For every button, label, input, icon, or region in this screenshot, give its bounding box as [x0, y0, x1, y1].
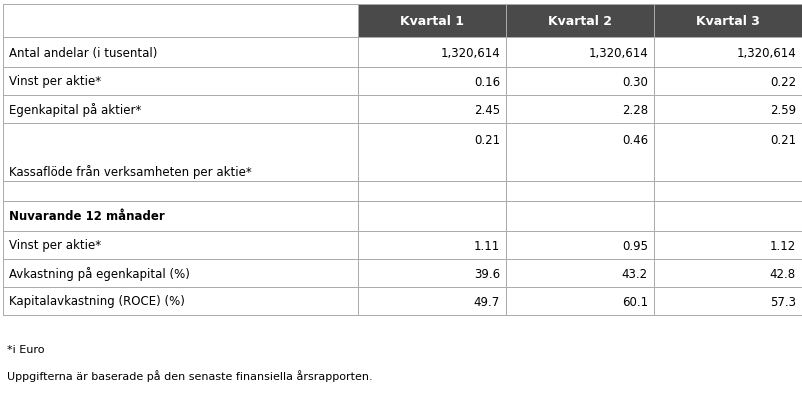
- Text: Egenkapital på aktier*: Egenkapital på aktier*: [9, 103, 141, 117]
- Bar: [654, 231, 802, 259]
- Text: Kvartal 3: Kvartal 3: [696, 15, 760, 28]
- Bar: [506, 287, 654, 315]
- Bar: [506, 68, 654, 96]
- Text: 0.46: 0.46: [622, 133, 648, 146]
- Text: Kapitalavkastning (ROCE) (%): Kapitalavkastning (ROCE) (%): [9, 295, 185, 308]
- Bar: [506, 259, 654, 287]
- Bar: [358, 259, 506, 287]
- Bar: [3, 259, 358, 287]
- Bar: [3, 5, 358, 38]
- Bar: [358, 181, 506, 202]
- Text: 2.28: 2.28: [622, 103, 648, 116]
- Bar: [654, 5, 802, 38]
- Bar: [358, 68, 506, 96]
- Text: 39.6: 39.6: [474, 267, 500, 280]
- Bar: [654, 38, 802, 68]
- Bar: [654, 68, 802, 96]
- Bar: [506, 38, 654, 68]
- Text: 2.59: 2.59: [770, 103, 796, 116]
- Bar: [3, 287, 358, 315]
- Text: 1.11: 1.11: [474, 239, 500, 252]
- Text: Uppgifterna är baserade på den senaste finansiella årsrapporten.: Uppgifterna är baserade på den senaste f…: [7, 369, 373, 381]
- Text: 49.7: 49.7: [474, 295, 500, 308]
- Text: 57.3: 57.3: [770, 295, 796, 308]
- Bar: [654, 202, 802, 231]
- Bar: [358, 5, 506, 38]
- Bar: [358, 38, 506, 68]
- Bar: [506, 231, 654, 259]
- Text: 1.12: 1.12: [770, 239, 796, 252]
- Text: 0.30: 0.30: [622, 75, 648, 88]
- Text: 0.95: 0.95: [622, 239, 648, 252]
- Text: 1,320,614: 1,320,614: [588, 47, 648, 60]
- Text: 0.21: 0.21: [770, 133, 796, 146]
- Bar: [654, 124, 802, 181]
- Text: *i Euro: *i Euro: [7, 344, 44, 354]
- Text: Vinst per aktie*: Vinst per aktie*: [9, 239, 101, 252]
- Bar: [506, 124, 654, 181]
- Bar: [3, 96, 358, 124]
- Bar: [358, 231, 506, 259]
- Text: Kvartal 2: Kvartal 2: [548, 15, 612, 28]
- Bar: [654, 181, 802, 202]
- Text: Vinst per aktie*: Vinst per aktie*: [9, 75, 101, 88]
- Bar: [3, 202, 358, 231]
- Bar: [358, 124, 506, 181]
- Bar: [654, 259, 802, 287]
- Bar: [3, 38, 358, 68]
- Bar: [3, 181, 358, 202]
- Text: 2.45: 2.45: [474, 103, 500, 116]
- Text: 1,320,614: 1,320,614: [736, 47, 796, 60]
- Text: Kvartal 1: Kvartal 1: [400, 15, 464, 28]
- Text: Avkastning på egenkapital (%): Avkastning på egenkapital (%): [9, 266, 190, 280]
- Bar: [358, 287, 506, 315]
- Bar: [506, 96, 654, 124]
- Text: 0.22: 0.22: [770, 75, 796, 88]
- Bar: [358, 96, 506, 124]
- Bar: [358, 202, 506, 231]
- Bar: [506, 5, 654, 38]
- Text: 0.16: 0.16: [474, 75, 500, 88]
- Text: Antal andelar (i tusental): Antal andelar (i tusental): [9, 47, 157, 60]
- Text: 42.8: 42.8: [770, 267, 796, 280]
- Bar: [506, 181, 654, 202]
- Bar: [3, 231, 358, 259]
- Text: 43.2: 43.2: [622, 267, 648, 280]
- Bar: [654, 287, 802, 315]
- Bar: [3, 68, 358, 96]
- Text: 1,320,614: 1,320,614: [440, 47, 500, 60]
- Text: Nuvarande 12 månader: Nuvarande 12 månader: [9, 210, 164, 223]
- Bar: [3, 124, 358, 181]
- Text: 0.21: 0.21: [474, 133, 500, 146]
- Text: 60.1: 60.1: [622, 295, 648, 308]
- Text: Kassaflöde från verksamheten per aktie*: Kassaflöde från verksamheten per aktie*: [9, 164, 252, 178]
- Bar: [506, 202, 654, 231]
- Bar: [654, 96, 802, 124]
